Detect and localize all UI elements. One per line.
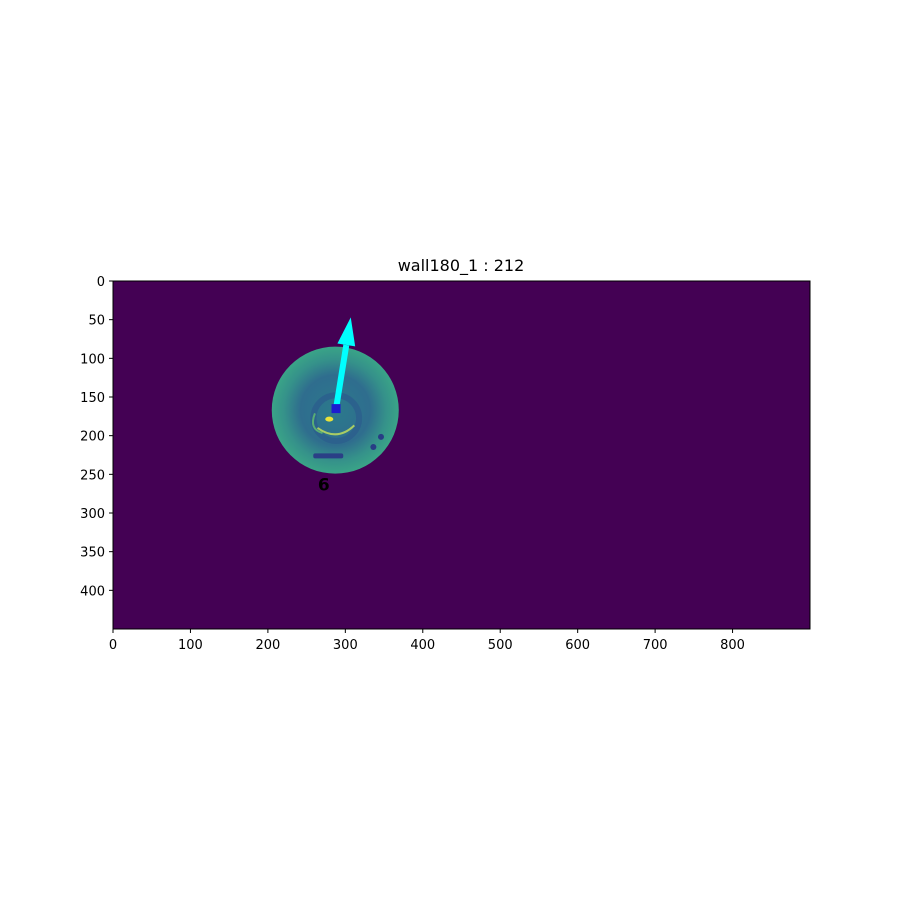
y-tick-label: 50 [88,314,105,329]
x-tick-label: 400 [410,638,435,653]
y-tick-label: 150 [80,391,105,406]
x-tick-label: 800 [720,638,745,653]
y-axis: 0 50 100 150 200 250 300 350 400 [80,275,113,599]
y-tick-label: 300 [80,507,105,522]
object-hole-1 [377,433,384,440]
y-tick-label: 250 [80,468,105,483]
y-tick-label: 350 [80,546,105,561]
object-label: 6 [318,476,330,496]
object-hole-2 [370,443,377,450]
plot-area: 6 [113,281,810,629]
object-bright-spot [325,416,334,422]
x-tick-label: 300 [333,638,358,653]
chart-title: wall180_1 : 212 [398,256,525,276]
object-inner-arc [316,424,356,436]
y-tick-label: 100 [80,352,105,367]
y-tick-label: 400 [80,584,105,599]
x-axis: 0 100 200 300 400 500 600 700 800 [109,629,745,653]
image-background [113,281,810,629]
direction-arrow-shaft [333,344,350,410]
direction-arrow-head [337,317,356,347]
plot-frame [112,280,811,630]
center-marker [331,404,341,414]
object-left-arc [312,412,323,434]
x-tick-label: 200 [255,638,280,653]
x-tick-label: 500 [488,638,513,653]
x-tick-label: 100 [178,638,203,653]
x-tick-label: 700 [643,638,668,653]
x-tick-label: 0 [109,638,117,653]
object-slot [313,453,344,459]
x-tick-label: 600 [565,638,590,653]
y-tick-label: 0 [97,275,105,290]
y-tick-label: 200 [80,430,105,445]
